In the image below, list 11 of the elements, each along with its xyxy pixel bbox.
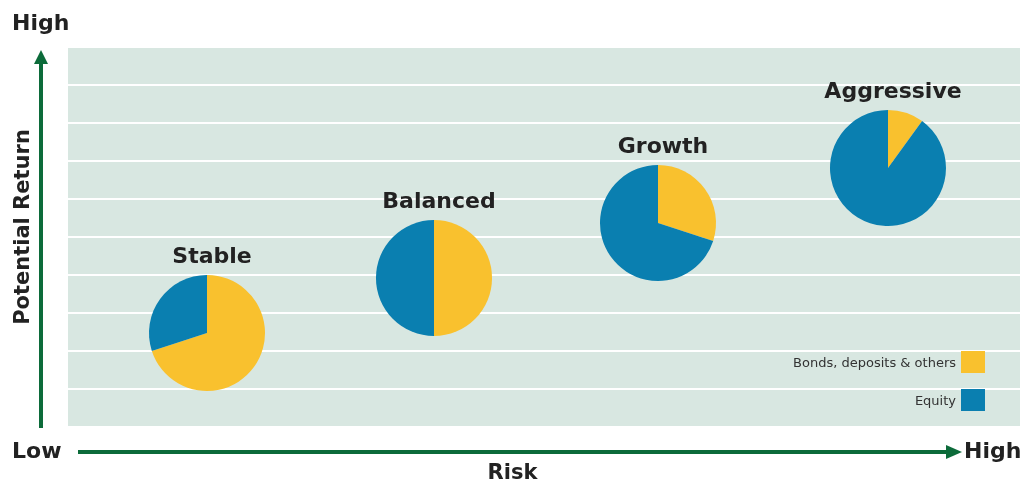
chart-title: Aggressive: [824, 77, 962, 103]
text: Potential Return: [10, 129, 34, 325]
text: Low: [12, 438, 62, 463]
chart-title: Growth: [617, 132, 709, 158]
text: High: [12, 10, 70, 35]
text: High: [964, 438, 1022, 463]
legend-label: Equity: [914, 392, 957, 408]
chart-title: Stable: [172, 242, 252, 268]
chart-title: Balanced: [382, 187, 496, 213]
text: Risk: [487, 460, 538, 484]
legend-label: Bonds, deposits & others: [793, 354, 957, 370]
